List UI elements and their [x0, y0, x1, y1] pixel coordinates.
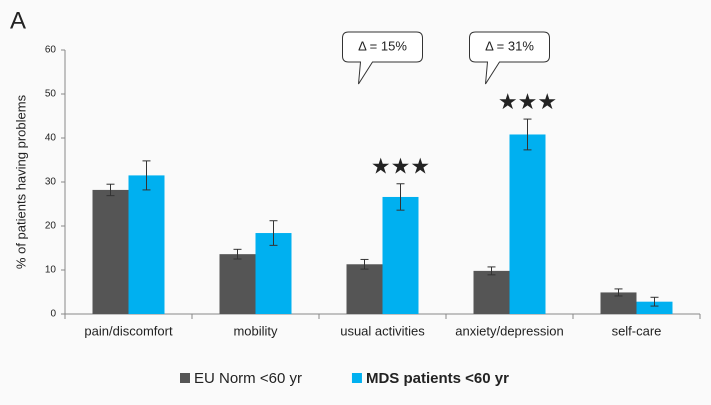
error-bar [650, 296, 659, 307]
panel-label: A [10, 7, 26, 34]
bar [636, 301, 673, 314]
bar [600, 292, 637, 314]
error-bar [487, 266, 496, 276]
y-tick-label: 40 [45, 133, 57, 144]
legend-label: MDS patients <60 yr [366, 370, 509, 387]
bar [219, 254, 256, 314]
error-bar [614, 288, 623, 297]
x-tick-label: mobility [233, 323, 278, 338]
error-bar [360, 258, 369, 270]
y-tick-label: 20 [45, 221, 57, 232]
bar [128, 175, 165, 314]
y-tick-label: 60 [45, 45, 57, 56]
bar [92, 189, 129, 314]
y-tick-label: 10 [45, 265, 57, 276]
x-tick-label: pain/discomfort [84, 323, 173, 338]
bar [346, 264, 383, 314]
legend-swatch [351, 373, 362, 383]
x-tick-label: usual activities [340, 323, 425, 338]
y-axis-label: % of patients having problems [13, 94, 28, 269]
legend-label: EU Norm <60 yr [194, 370, 302, 387]
bar [473, 270, 510, 314]
callout-box [342, 31, 423, 85]
x-tick-label: anxiety/depression [455, 323, 563, 338]
error-bar [523, 118, 532, 151]
bar [509, 134, 546, 314]
significance-stars: ★★★ [371, 154, 430, 179]
y-tick-label: 0 [50, 309, 56, 320]
callout-box [469, 31, 550, 85]
error-bar [269, 220, 278, 246]
error-bar [142, 160, 151, 191]
bar [255, 233, 292, 314]
y-tick-label: 30 [45, 177, 57, 188]
bar [382, 196, 419, 314]
callout-label: Δ = 15% [358, 38, 407, 53]
significance-stars: ★★★ [498, 89, 557, 114]
legend-swatch [180, 373, 190, 383]
error-bar [106, 183, 115, 197]
y-tick-label: 50 [45, 89, 57, 100]
error-bar [396, 183, 405, 211]
x-tick-label: self-care [612, 323, 662, 338]
error-bar [233, 248, 242, 260]
callout-label: Δ = 31% [485, 38, 534, 53]
